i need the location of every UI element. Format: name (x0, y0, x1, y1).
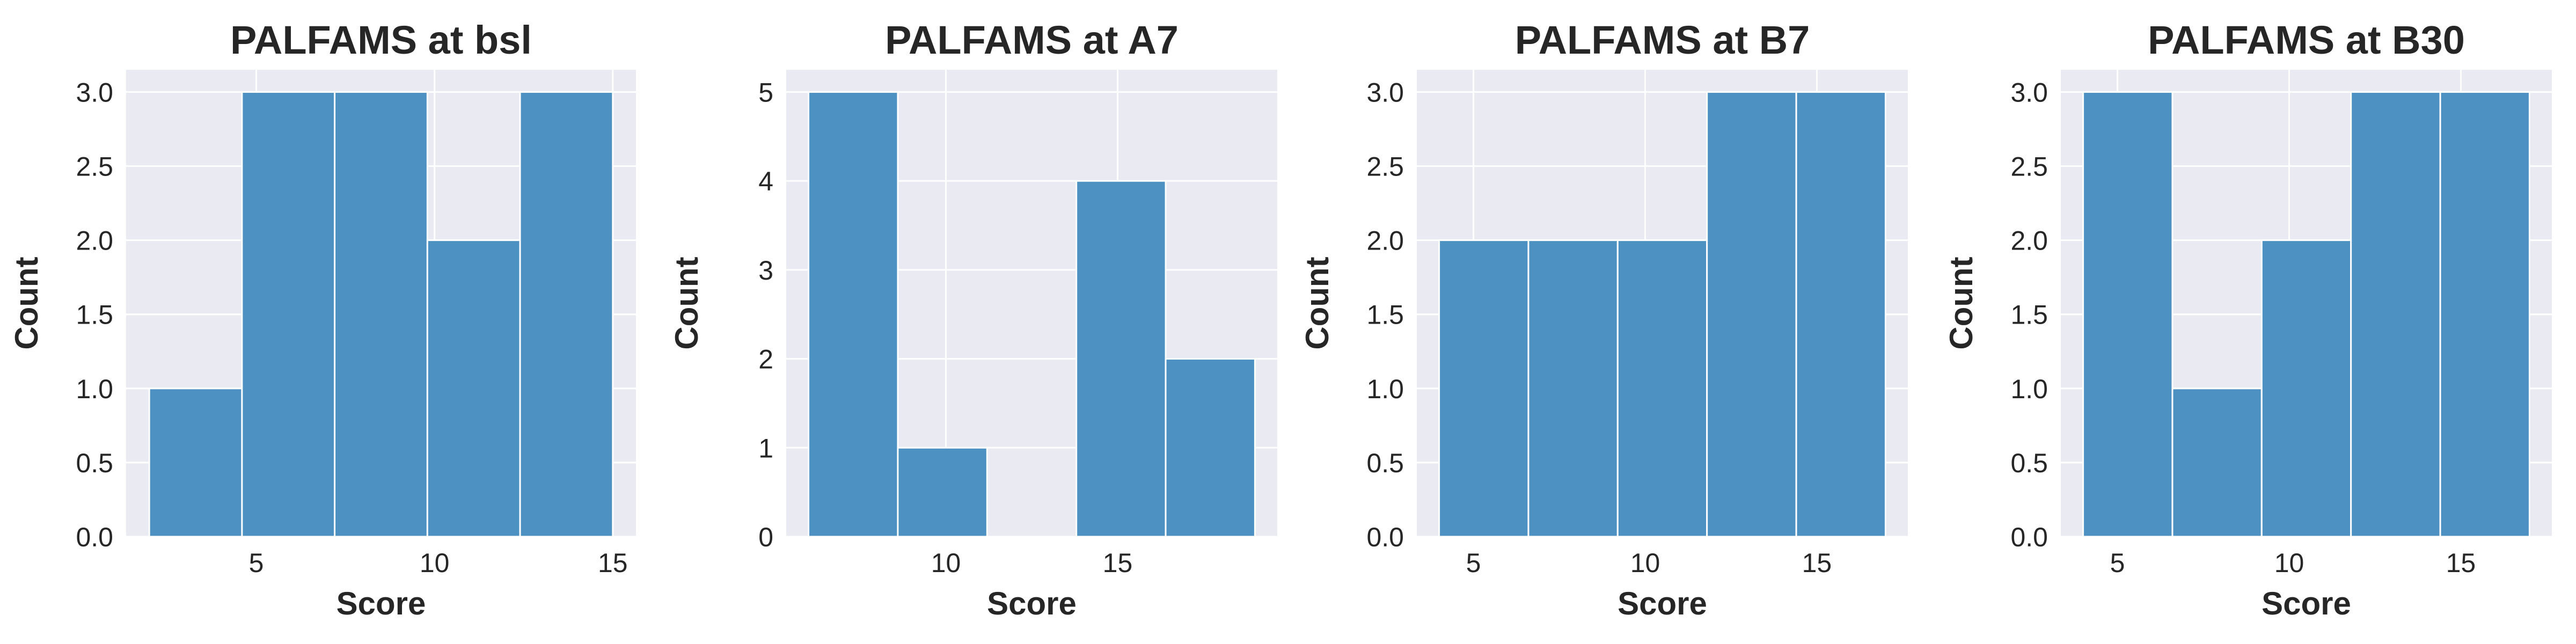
y-tick-label: 2.0 (2010, 226, 2048, 256)
y-tick-label: 2 (758, 345, 773, 375)
histogram-bar (1438, 239, 1529, 538)
y-tick-label: 0.5 (76, 448, 113, 478)
y-tick-label: 0.0 (2010, 522, 2048, 552)
histogram-bar (1075, 180, 1167, 538)
y-tick-label: 3.0 (76, 77, 113, 107)
x-tick-label: 5 (249, 548, 264, 578)
y-tick-label: 0.0 (1366, 522, 1404, 552)
x-tick-label: 5 (2110, 548, 2125, 578)
histogram-bar (519, 91, 614, 538)
x-tick-label: 10 (420, 548, 450, 578)
y-tick-label: 1.5 (1366, 300, 1404, 330)
x-tick-label: 5 (1466, 548, 1481, 578)
y-tick-label: 2.0 (1366, 226, 1404, 256)
y-tick-label: 3.0 (2010, 77, 2048, 107)
histogram-bar (334, 91, 428, 538)
histogram-bar (2082, 91, 2174, 538)
plot-area: 0.0 0.5 1.0 1.5 2.0 2.5 3.0 5 10 15 (1366, 70, 1908, 578)
plot-area: 0 1 2 3 4 5 10 15 (758, 70, 1277, 578)
plot-area: 0.0 0.5 1.0 1.5 2.0 2.5 3.0 5 10 15 (2010, 70, 2552, 578)
histogram-bar (1527, 239, 1619, 538)
histogram-bar (2350, 91, 2441, 538)
plot-area: 0.0 0.5 1.0 1.5 2.0 2.5 3.0 5 10 15 (76, 70, 636, 578)
y-tick-label: 1.0 (2010, 374, 2048, 404)
histogram-bar (2171, 387, 2263, 538)
y-axis-label: Count (1943, 257, 1979, 349)
y-tick-label: 3.0 (1366, 77, 1404, 107)
y-tick-label: 1.0 (76, 374, 113, 404)
y-tick-label: 2.5 (1366, 152, 1404, 182)
panel-title: PALFAMS at bsl (230, 18, 532, 62)
panel-1: 0.0 0.5 1.0 1.5 2.0 2.5 3.0 5 10 15 PALFAMS at bs… (9, 18, 636, 621)
histogram-bar (808, 91, 899, 538)
x-tick-label: 10 (1630, 548, 1660, 578)
histogram-bar (148, 387, 243, 538)
panel-4: 0.0 0.5 1.0 1.5 2.0 2.5 3.0 5 10 15 PALFAMS at B3… (1943, 18, 2552, 621)
panel-2: 0 1 2 3 4 5 10 15 PALFAMS at A7 Score Count (669, 18, 1277, 621)
y-tick-label: 1.5 (76, 300, 113, 330)
x-tick-label: 10 (2274, 548, 2304, 578)
x-axis-label: Score (2262, 586, 2351, 621)
histogram-bar (1795, 91, 1886, 538)
y-axis-label: Count (9, 257, 45, 349)
y-tick-label: 0.5 (1366, 448, 1404, 478)
panel-title: PALFAMS at B7 (1515, 18, 1810, 62)
y-axis-label: Count (669, 257, 705, 349)
histogram-bar (2260, 239, 2352, 538)
x-tick-label: 15 (598, 548, 628, 578)
y-axis-label: Count (1299, 257, 1335, 349)
x-tick-label: 10 (931, 548, 961, 578)
x-axis-label: Score (987, 586, 1077, 621)
y-tick-label: 1.5 (2010, 300, 2048, 330)
histogram-bar (2439, 91, 2530, 538)
histogram-bar (1165, 358, 1256, 538)
x-tick-label: 15 (1103, 548, 1133, 578)
y-tick-label: 4 (758, 166, 773, 196)
y-tick-label: 5 (758, 77, 773, 107)
y-tick-label: 2.5 (2010, 152, 2048, 182)
x-tick-label: 15 (1802, 548, 1832, 578)
x-axis-label: Score (1618, 586, 1707, 621)
y-tick-label: 0.0 (76, 522, 113, 552)
x-axis-label: Score (336, 586, 426, 621)
y-tick-label: 0.5 (2010, 448, 2048, 478)
y-tick-label: 1 (758, 433, 773, 463)
y-tick-label: 0 (758, 522, 773, 552)
histogram-bar (426, 239, 521, 538)
panel-title: PALFAMS at A7 (885, 18, 1179, 62)
histogram-bar (1706, 91, 1797, 538)
panel-title: PALFAMS at B30 (2148, 18, 2465, 62)
histogram-bar (1616, 239, 1708, 538)
y-tick-label: 3 (758, 255, 773, 286)
y-tick-label: 2.0 (76, 226, 113, 256)
panel-3: 0.0 0.5 1.0 1.5 2.0 2.5 3.0 5 10 15 PALFAMS at B7… (1299, 18, 1908, 621)
histogram-bar (241, 91, 336, 538)
y-tick-label: 2.5 (76, 152, 113, 182)
x-tick-label: 15 (2446, 548, 2476, 578)
y-tick-label: 1.0 (1366, 374, 1404, 404)
histogram-bar (897, 447, 988, 538)
